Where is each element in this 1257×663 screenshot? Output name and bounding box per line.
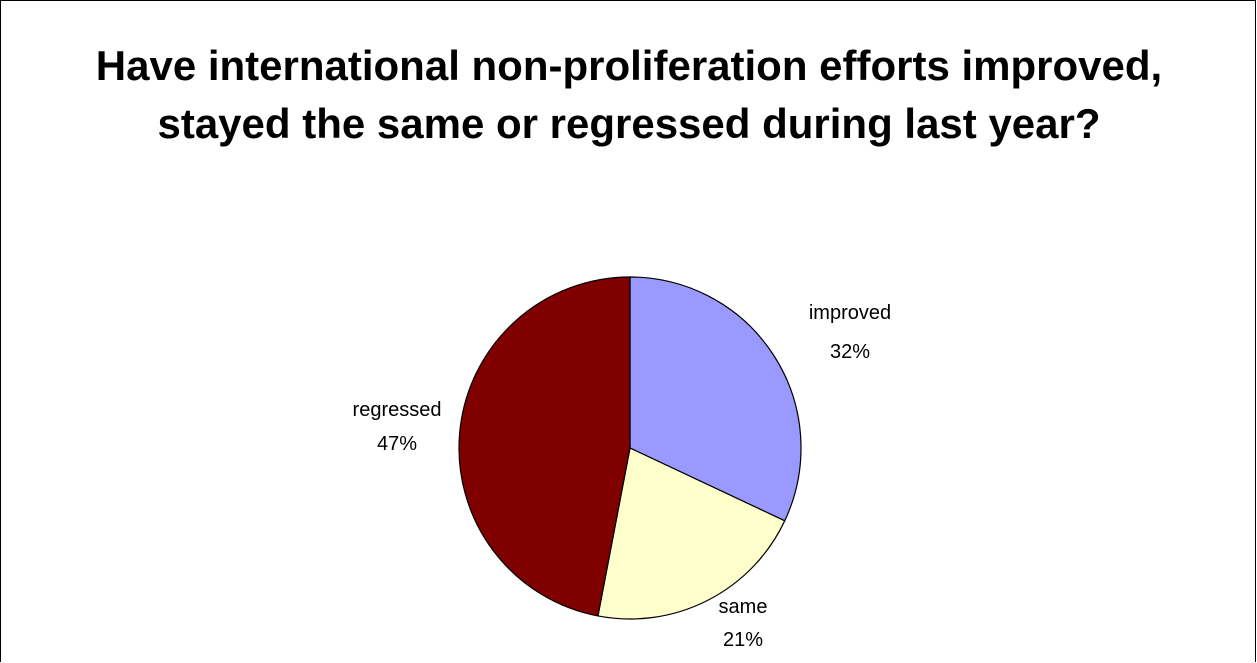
slice-value-label-improved: 32% xyxy=(830,341,870,363)
pie-slice-regressed xyxy=(458,276,631,617)
slice-label-same: same xyxy=(719,596,768,618)
pie-slice-same xyxy=(597,447,786,620)
slice-value-label-same: 21% xyxy=(723,629,763,651)
chart-title: Have international non-proliferation eff… xyxy=(95,42,1163,147)
slice-label-improved: improved xyxy=(809,302,891,324)
slice-label-regressed: regressed xyxy=(353,399,442,421)
slice-value-label-regressed: 47% xyxy=(377,433,417,455)
pie-slice-improved xyxy=(629,276,802,522)
